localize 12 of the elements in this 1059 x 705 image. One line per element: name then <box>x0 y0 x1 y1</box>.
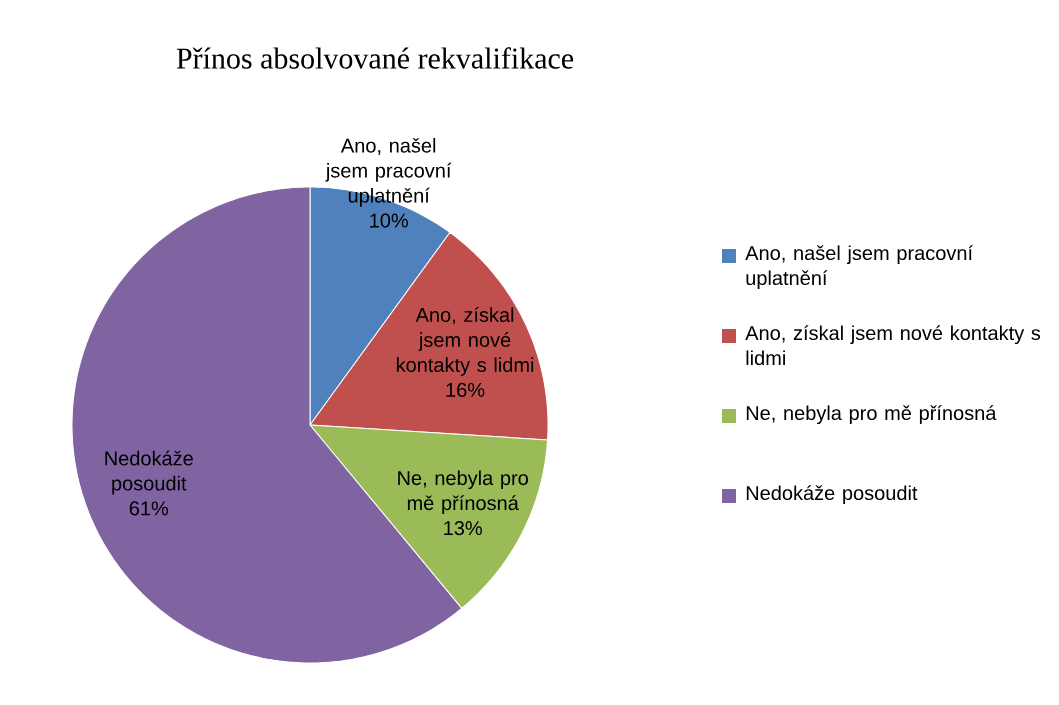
legend-label: Ano, našel jsem pracovní uplatnění <box>745 245 973 290</box>
legend-label: Ano, získal jsem nové kontakty s lidmi <box>745 325 1041 366</box>
data-label: 16% <box>446 382 485 397</box>
slice-label: Nedokáže posoudit <box>105 450 193 495</box>
slice-label: Ano, získal jsem nové kontakty s lidmi <box>396 307 534 376</box>
chart-title: Přínos absolvované rekvalifikace <box>176 47 574 69</box>
data-label: 10% <box>370 213 408 228</box>
data-label: 13% <box>444 520 482 536</box>
data-label: 61% <box>129 501 169 516</box>
legend-label: Nedokáže posoudit <box>746 485 918 505</box>
slice-label: Ne, nebyla pro mě přínosná <box>398 470 528 515</box>
legend-label: Ne, nebyla pro mě přínosná <box>746 405 997 425</box>
